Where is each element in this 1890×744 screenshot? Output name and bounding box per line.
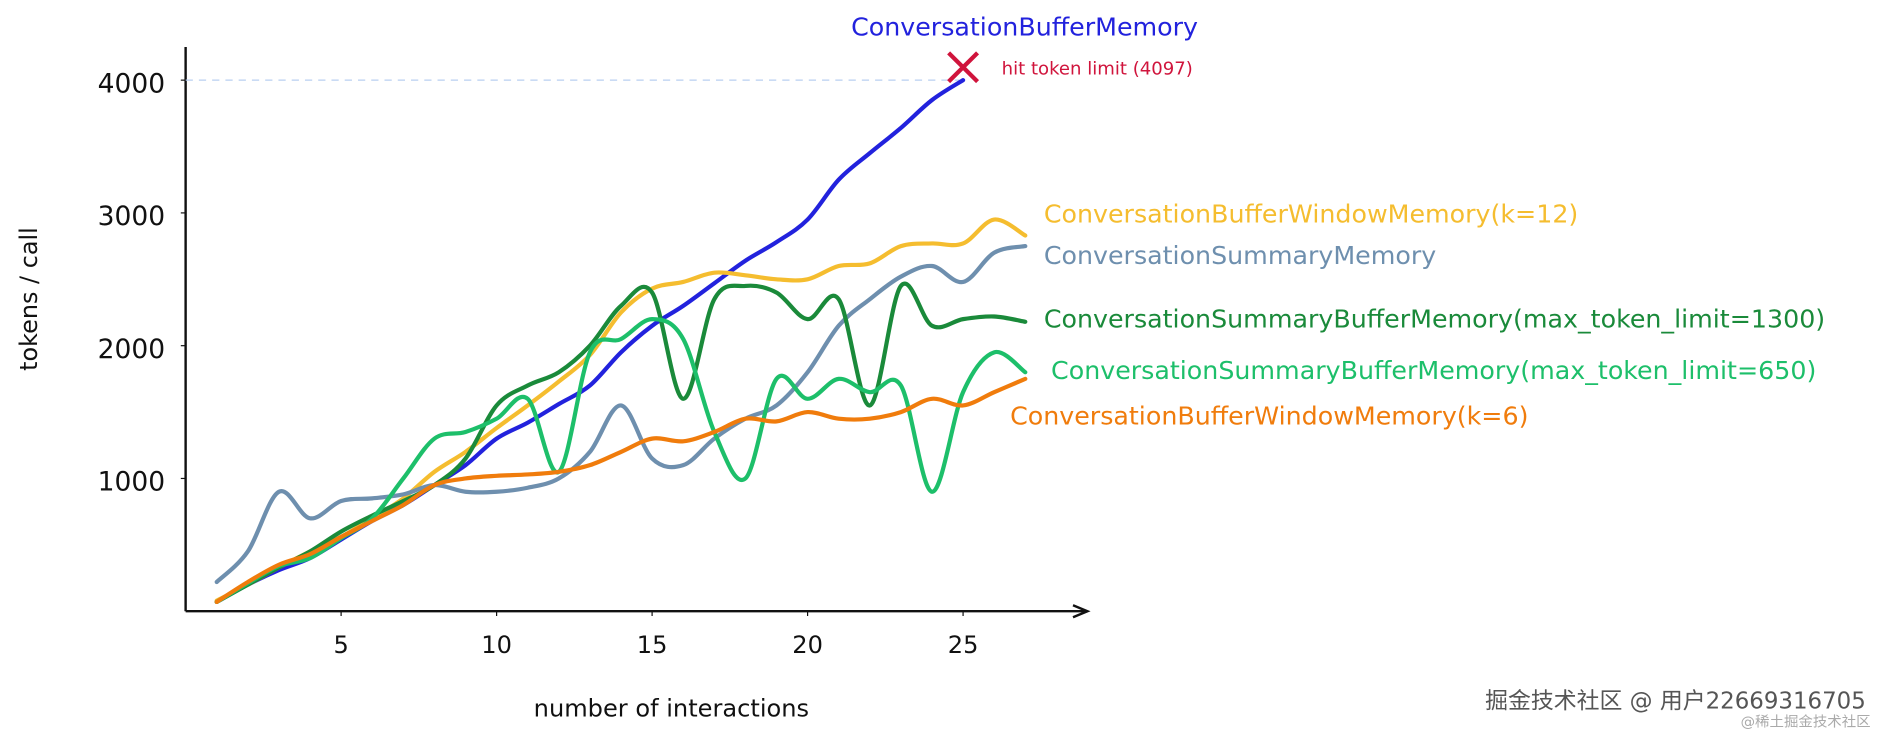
series-label: ConversationSummaryMemory [1044,241,1437,270]
x-axis-arrow [1072,604,1091,619]
limit-marker [947,51,980,84]
x-tick-label: 5 [333,631,348,659]
x-tick-label: 15 [637,631,668,659]
series-label: ConversationSummaryBufferMemory(max_toke… [1051,356,1816,385]
annotation: hit token limit (4097) [1002,59,1193,80]
series-line [214,376,1028,605]
series-label: ConversationBufferWindowMemory(k=6) [1010,402,1528,431]
x-tick-label: 25 [948,631,979,659]
y-tick-label: 3000 [98,201,165,232]
y-tick-label: 4000 [98,68,165,99]
series-label: ConversationBufferMemory [851,13,1198,42]
watermark: 掘金技术社区 @ 用户22669316705 [1485,689,1866,715]
x-tick-label: 10 [481,631,512,659]
series-label: ConversationSummaryBufferMemory(max_toke… [1044,305,1825,334]
y-axis-title: tokens / call [15,227,43,371]
y-tick-label: 1000 [98,467,165,498]
y-tick-label: 2000 [98,334,165,365]
series-line [214,244,1028,585]
series-line [214,317,1028,605]
watermark-sub: @稀土掘金技术社区 [1741,714,1871,731]
series-label: ConversationBufferWindowMemory(k=12) [1044,199,1578,228]
series-line [214,281,1028,605]
x-axis-title: number of interactions [534,694,809,722]
x-tick-label: 20 [792,631,823,659]
